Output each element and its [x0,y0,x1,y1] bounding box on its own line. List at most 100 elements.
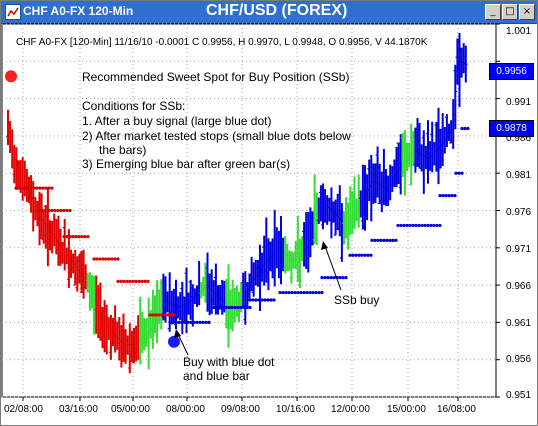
stop-dot-blue [207,320,211,324]
y-tick-label: 0.956 [506,354,532,365]
x-tick-label: 12/00:00 [331,404,370,415]
stop-dot-blue [281,290,285,295]
y-tick-label: 0.961 [506,318,532,329]
stop-dot-red [62,235,66,239]
stop-dot-red [98,257,102,261]
stop-dot-blue [239,305,243,310]
stop-dot-blue [370,238,374,242]
stop-dot-blue [463,126,467,131]
buy-arrow-line [177,333,189,356]
stop-dot-blue [329,276,333,280]
stop-dot-red [80,235,84,239]
note-condition-2-cont: the bars) [99,143,147,157]
stop-dot-blue [287,290,291,295]
stop-dot-blue [269,298,273,302]
stop-dot-blue [460,171,464,175]
stop-dot-blue [453,193,457,198]
stop-dot-red [59,208,63,213]
stop-dot-blue [218,305,222,310]
stop-dot-blue [242,305,246,310]
stop-dot-blue [299,290,303,295]
stop-dot-blue [180,320,184,324]
stop-dot-blue [266,298,270,302]
stop-dot-blue [293,290,297,295]
stop-dot-red [154,313,158,317]
stop-dot-blue [420,223,424,228]
stop-dot-red [131,279,135,283]
stop-dot-red [68,235,72,239]
stop-dot-red [47,208,51,213]
stop-dot-blue [201,320,205,324]
stop-dot-blue [263,298,267,302]
ohlc-info-line: CHF A0-FX [120-Min] 11/16/10 -0.0001 C 0… [16,37,428,48]
stop-dot-red [101,257,105,261]
stop-dot-blue [183,320,187,324]
stop-dot-blue [360,253,364,257]
stop-dot-red [68,208,72,213]
close-button[interactable]: × [519,4,535,20]
stop-dot-red [32,186,36,190]
stop-dot-blue [414,223,418,228]
stop-dot-red [119,279,123,283]
stop-dot-blue [429,223,433,228]
stop-dot-blue [411,223,415,228]
stop-dot-blue [388,238,392,242]
stop-dot-blue [230,305,234,310]
y-tick-label: 0.951 [506,390,532,401]
note-condition-1: 1. After a buy signal (large blue dot) [82,114,272,128]
stop-dot-red [29,186,33,190]
stop-dot-blue [245,305,249,310]
stop-dot-blue [357,253,361,257]
stop-dot-blue [284,290,288,295]
stop-dot-red [163,313,167,317]
stop-dot-red [47,186,51,190]
stop-price-tag: 0.9878 [489,120,534,137]
stop-dot-red [104,257,108,261]
note-title: Recommended Sweet Spot for Buy Position … [82,70,350,84]
stop-dot-red [65,208,69,213]
stop-dot-red [53,208,57,213]
stop-dot-blue [460,126,464,131]
stop-dot-blue [311,290,315,295]
stop-dot-blue [212,305,216,310]
x-tick-label: 15/00:00 [387,404,426,415]
maximize-button[interactable]: □ [502,4,518,20]
y-tick-label: 0.991 [506,97,532,108]
stop-dot-blue [320,276,324,280]
stop-dot-red [122,279,126,283]
stop-dot-blue [272,298,276,302]
note-condition-2: 2) After market tested stops (small blue… [82,129,351,143]
y-tick-label: 0.981 [506,170,532,181]
stop-dot-red [65,235,69,239]
y-tick-label: 0.976 [506,207,532,218]
stop-dot-blue [305,290,309,295]
stop-dot-red [74,235,78,239]
ssb-arrow-head [321,241,328,250]
stop-dot-red [134,279,138,283]
stop-dot-red [41,186,45,190]
stop-dot-red [17,186,21,190]
stop-dot-blue [441,193,445,198]
stop-dot-red [77,235,81,239]
stop-dot-red [143,279,147,283]
stop-dot-blue [396,223,400,228]
stop-dot-blue [236,305,240,310]
x-tick-label: 10/16:00 [276,404,315,415]
stop-dot-red [44,186,48,190]
stop-dot-blue [189,320,193,324]
stop-dot-blue [251,298,255,302]
stop-dot-blue [426,223,430,228]
stop-dot-blue [338,276,342,280]
stop-dot-red [148,313,152,317]
stop-dot-red [38,208,42,213]
y-tick-label: 0.971 [506,244,532,255]
stop-dot-blue [317,290,321,295]
minimize-button[interactable]: _ [485,4,501,20]
x-tick-label: 16/08:00 [437,404,476,415]
stop-dot-red [50,208,54,213]
stop-dot-red [95,257,99,261]
stop-dot-red [140,279,144,283]
stop-dot-blue [382,238,386,242]
